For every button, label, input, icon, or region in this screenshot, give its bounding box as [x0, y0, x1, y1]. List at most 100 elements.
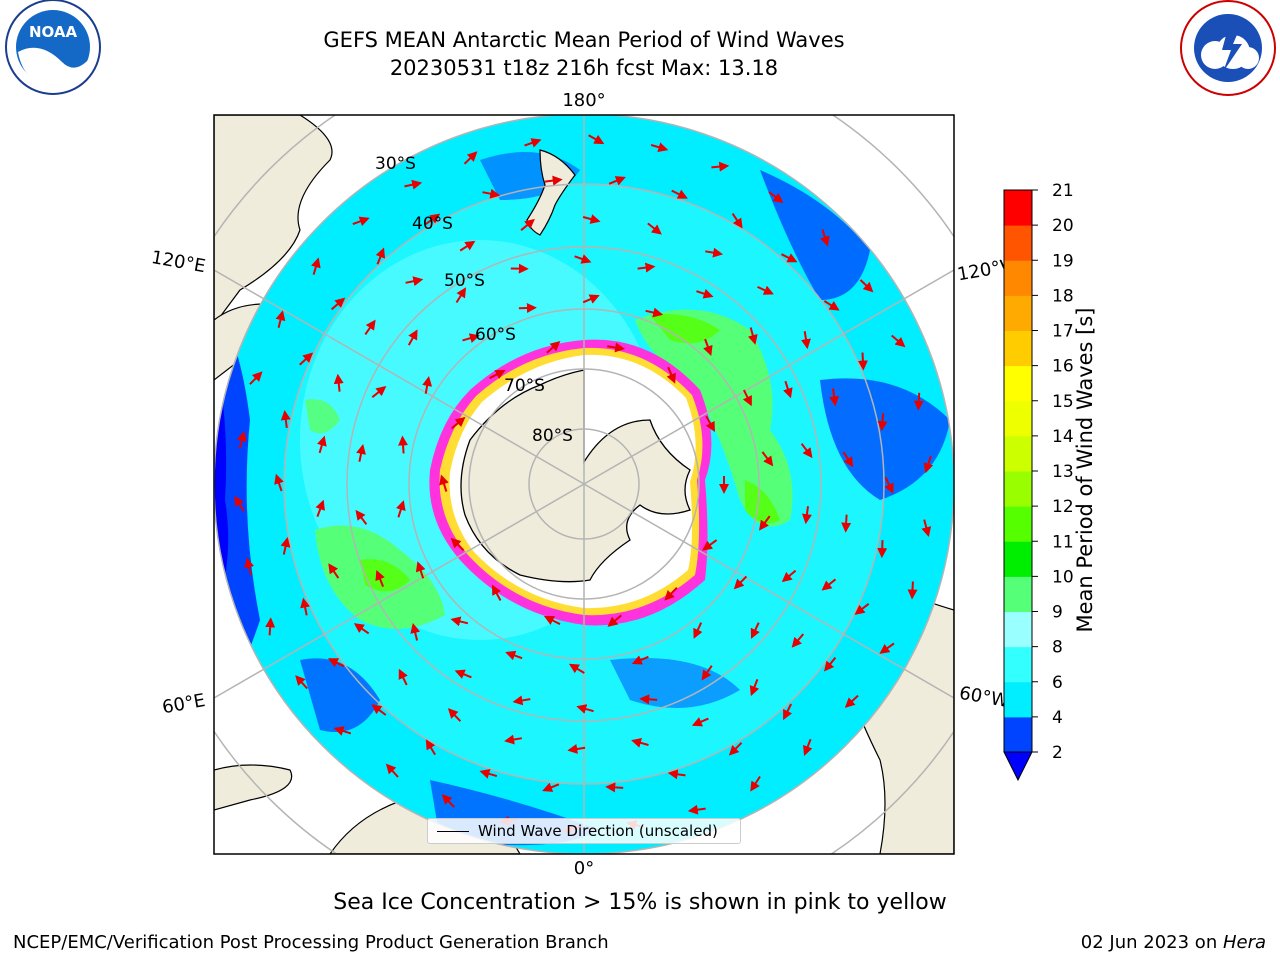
wind-wave-arrow — [749, 679, 760, 697]
wind-wave-arrow — [859, 279, 874, 293]
wind-wave-arrow — [265, 617, 276, 636]
lon-label-120e: 120°E — [150, 247, 208, 277]
wind-wave-arrow — [567, 744, 586, 754]
colorbar-tick-label: 20 — [1052, 216, 1074, 236]
wind-wave-arrow — [728, 742, 743, 756]
wind-wave-arrow — [512, 695, 531, 706]
wind-wave-arrow — [921, 519, 932, 538]
colorbar-tick-label: 14 — [1052, 427, 1074, 447]
wind-wave-arrow — [355, 509, 368, 525]
wind-wave-arrow — [783, 380, 793, 399]
wind-wave-arrow — [801, 506, 812, 525]
colorbar-segment — [1004, 435, 1032, 472]
wind-wave-arrow — [546, 340, 561, 354]
wind-wave-arrow — [759, 515, 771, 531]
wind-wave-arrow — [422, 376, 433, 394]
wind-wave-arrow — [854, 603, 870, 615]
wind-wave-arrow — [907, 581, 918, 600]
legend-label: Wind Wave Direction (unscaled) — [478, 822, 718, 840]
wind-wave-arrow — [829, 388, 840, 407]
wind-wave-arrow — [295, 675, 308, 690]
lon-label-60e: 60°E — [161, 690, 207, 718]
wind-wave-arrow — [687, 804, 706, 815]
colorbar-tick-label: 18 — [1052, 286, 1074, 306]
wind-wave-arrow — [542, 782, 560, 792]
wind-wave-arrow — [702, 539, 718, 551]
wind-wave-arrow — [608, 176, 626, 186]
colorbar-segment — [1004, 295, 1032, 331]
wind-wave-arrow — [333, 373, 344, 392]
wind-wave-arrow — [761, 451, 774, 467]
wind-wave-arrow — [405, 276, 424, 287]
wind-wave-arrow — [781, 253, 798, 263]
wind-wave-arrow — [750, 622, 760, 639]
wind-wave-arrow — [463, 151, 478, 165]
wind-wave-arrow — [703, 338, 713, 356]
sea-ice-note: Sea Ice Concentration > 15% is shown in … — [333, 890, 947, 915]
wind-wave-arrow — [879, 642, 895, 654]
wind-wave-arrow — [664, 587, 678, 601]
colorbar-segment — [1004, 260, 1032, 296]
wind-wave-arrow — [371, 704, 387, 716]
wind-wave-arrow — [671, 189, 688, 199]
graticule — [214, 115, 954, 854]
wind-wave-arrow — [299, 352, 314, 366]
wind-wave-arrow — [582, 294, 600, 304]
wind-wave-arrow — [742, 389, 752, 407]
wind-wave-arrow — [803, 738, 813, 756]
wind-wave-arrow — [450, 537, 465, 552]
colorbar-extend-arrow — [1003, 751, 1033, 782]
wind-wave-arrow — [524, 138, 542, 148]
wind-wave-arrow — [455, 287, 467, 304]
wind-wave-arrow — [504, 734, 522, 745]
wind-wave-arrow — [568, 663, 585, 674]
lat-label-30s: 30°S — [375, 154, 416, 174]
wind-wave-arrow — [696, 288, 714, 299]
colorbar-tick-label: 17 — [1052, 322, 1074, 342]
wind-wave-arrow — [768, 191, 784, 204]
colorbar-segment — [1004, 225, 1032, 261]
wind-wave-arrow — [857, 352, 868, 371]
footer-date: 02 Jun 2023 on Hera — [1081, 932, 1266, 953]
wind-wave-arrow — [280, 536, 291, 555]
wind-wave-arrow — [236, 430, 247, 449]
wind-wave-arrow — [705, 247, 724, 258]
wind-wave-arrow — [691, 717, 709, 727]
wind-wave-arrow — [693, 622, 703, 639]
colorbar-tick-label: 19 — [1052, 251, 1074, 271]
wind-wave-arrow — [650, 142, 669, 152]
wind-wave-arrow — [459, 240, 476, 252]
wind-wave-arrow — [820, 229, 830, 247]
wind-wave-arrow — [841, 514, 852, 533]
wind-wave-arrow — [520, 218, 535, 231]
wind-wave-arrow — [425, 739, 436, 756]
lat-label-50s: 50°S — [444, 271, 485, 291]
landmass-edges — [526, 149, 576, 236]
wind-wave-arrow — [479, 769, 498, 779]
wind-wave-arrow — [645, 307, 664, 318]
wind-wave-arrow — [447, 708, 462, 722]
wind-wave-arrow — [410, 623, 421, 641]
colorbar-tick-label: 10 — [1052, 567, 1074, 587]
colorbar: 2 4 6 8 9 10 11 12 13 14 15 16 17 18 19 20 21 — [1003, 181, 1074, 782]
wind-wave-arrow — [330, 297, 346, 311]
wind-wave-arrow — [631, 655, 649, 665]
wind-wave-arrow — [588, 134, 605, 145]
wind-wave-arrow — [450, 616, 469, 627]
colorbar-segment — [1004, 681, 1032, 718]
wind-wave-arrow — [711, 161, 730, 172]
wind-wave-arrow — [317, 435, 327, 454]
wind-wave-arrow — [441, 794, 455, 808]
wind-wave-arrow — [404, 179, 423, 190]
wind-wave-arrow — [801, 331, 811, 350]
wind-wave-arrow — [398, 435, 409, 454]
map-legend: Wind Wave Direction (unscaled) — [427, 818, 741, 844]
wind-wave-arrow — [844, 694, 859, 708]
colorbar-segment — [1004, 471, 1032, 507]
wind-wave-arrow — [667, 769, 686, 780]
colorbar-tick-label: 8 — [1052, 638, 1063, 658]
wind-wave-arrow — [396, 500, 406, 518]
wind-wave-arrow — [275, 310, 286, 328]
wind-wave-arrow — [454, 669, 472, 679]
